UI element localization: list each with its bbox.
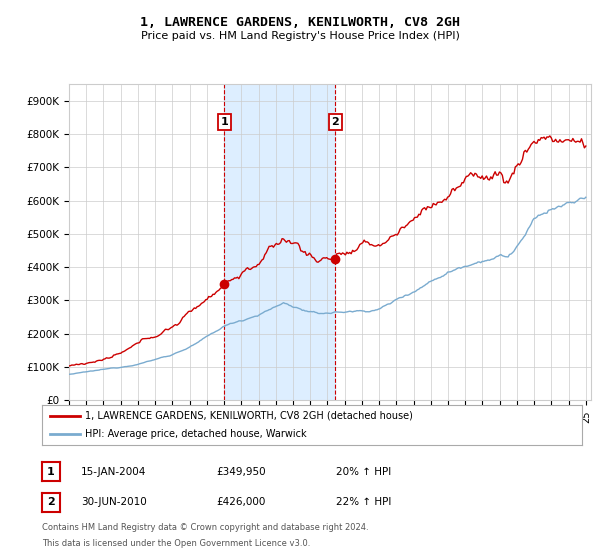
Text: 1: 1 bbox=[47, 466, 55, 477]
Text: 30-JUN-2010: 30-JUN-2010 bbox=[81, 497, 147, 507]
Text: 22% ↑ HPI: 22% ↑ HPI bbox=[336, 497, 391, 507]
Text: 15-JAN-2004: 15-JAN-2004 bbox=[81, 466, 146, 477]
Text: 20% ↑ HPI: 20% ↑ HPI bbox=[336, 466, 391, 477]
Text: Contains HM Land Registry data © Crown copyright and database right 2024.: Contains HM Land Registry data © Crown c… bbox=[42, 523, 368, 532]
Text: 2: 2 bbox=[331, 117, 339, 127]
Bar bbox=[224, 84, 335, 400]
Text: £426,000: £426,000 bbox=[216, 497, 265, 507]
Text: This data is licensed under the Open Government Licence v3.0.: This data is licensed under the Open Gov… bbox=[42, 539, 310, 548]
Text: 1, LAWRENCE GARDENS, KENILWORTH, CV8 2GH: 1, LAWRENCE GARDENS, KENILWORTH, CV8 2GH bbox=[140, 16, 460, 29]
Text: 1, LAWRENCE GARDENS, KENILWORTH, CV8 2GH (detached house): 1, LAWRENCE GARDENS, KENILWORTH, CV8 2GH… bbox=[85, 411, 413, 421]
Text: 1: 1 bbox=[221, 117, 229, 127]
Text: HPI: Average price, detached house, Warwick: HPI: Average price, detached house, Warw… bbox=[85, 430, 307, 439]
Text: £349,950: £349,950 bbox=[216, 466, 266, 477]
Text: Price paid vs. HM Land Registry's House Price Index (HPI): Price paid vs. HM Land Registry's House … bbox=[140, 31, 460, 41]
Text: 2: 2 bbox=[47, 497, 55, 507]
